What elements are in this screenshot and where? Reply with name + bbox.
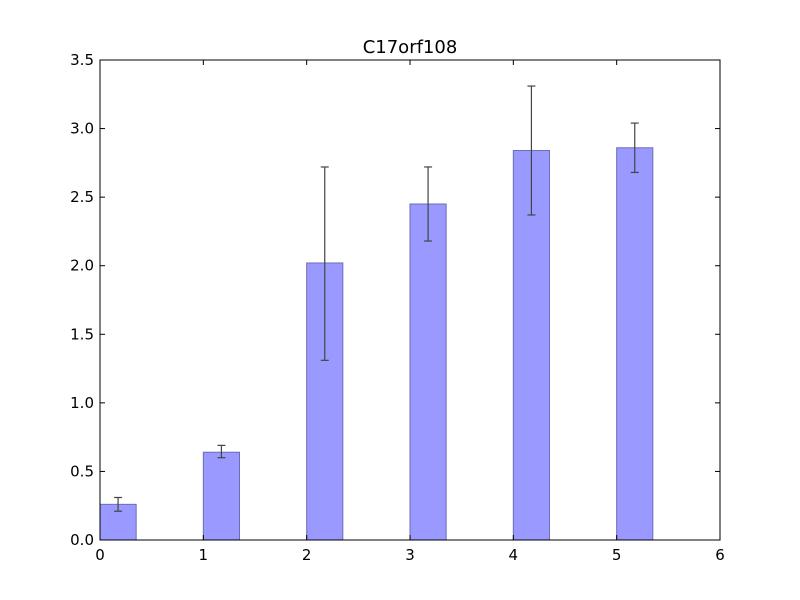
chart-title: C17orf108 — [363, 37, 458, 58]
bar-1 — [202, 451, 240, 541]
x-tick-label: 2 — [302, 546, 312, 564]
y-tick-label: 2.5 — [70, 188, 94, 206]
y-tick-label: 1.0 — [70, 394, 94, 412]
y-tick-label: 0.0 — [70, 531, 94, 549]
bars-group — [99, 147, 654, 541]
error-bar-4 — [527, 85, 536, 216]
error-bars-group — [114, 85, 639, 512]
bar-3 — [409, 203, 447, 541]
x-tick-label: 3 — [405, 546, 415, 564]
y-tick-label: 3.5 — [70, 51, 94, 69]
y-tick-label: 1.5 — [70, 325, 94, 343]
y-tick-label: 0.5 — [70, 462, 94, 480]
error-bar-0 — [114, 496, 123, 512]
x-tick-label: 6 — [715, 546, 725, 564]
error-bar-5 — [630, 122, 639, 174]
axes-group: 0 1 2 3 4 5 6 0.0 0.5 1.0 1.5 2.0 2.5 3.0 3.5 — [70, 51, 725, 564]
error-bar-2 — [320, 166, 329, 361]
x-tick-label: 4 — [509, 546, 519, 564]
x-tick-label: 0 — [95, 546, 105, 564]
bar-5 — [616, 147, 654, 541]
error-bar-3 — [424, 166, 433, 242]
x-tick-label: 1 — [199, 546, 209, 564]
error-bar-1 — [217, 444, 226, 459]
x-tick-label: 5 — [612, 546, 622, 564]
y-tick-label: 3.0 — [70, 120, 94, 138]
y-tick-label: 2.0 — [70, 257, 94, 275]
